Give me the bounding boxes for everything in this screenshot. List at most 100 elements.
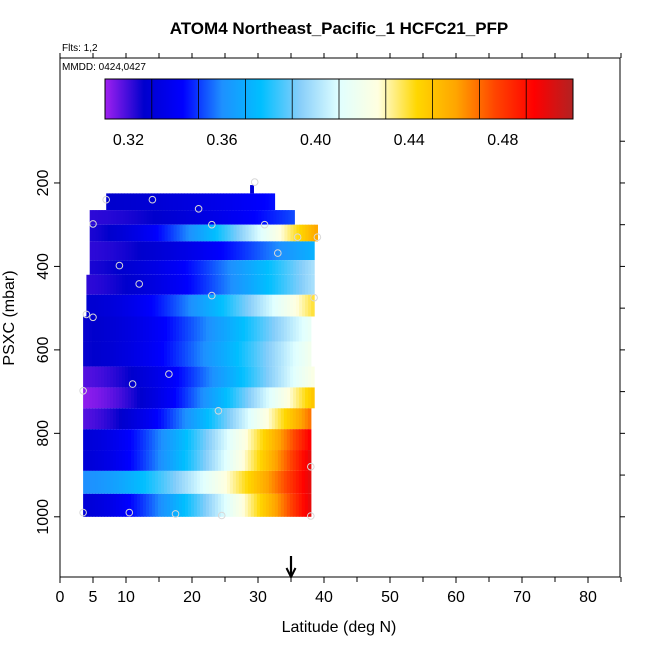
heatmap-cell <box>278 366 282 388</box>
heatmap-cell <box>292 450 297 471</box>
heatmap-cell <box>211 429 216 451</box>
heatmap-cell <box>299 274 303 295</box>
heatmap-cell <box>95 493 99 517</box>
heatmap-cell <box>272 366 276 388</box>
heatmap-cell <box>221 294 225 317</box>
heatmap-cell <box>287 294 291 317</box>
sample-point <box>102 195 110 204</box>
heatmap-cell <box>208 429 213 451</box>
heatmap-cell <box>280 470 285 494</box>
heatmap-cell <box>265 450 270 471</box>
heatmap-cell <box>278 294 282 317</box>
heatmap-cell <box>128 429 132 451</box>
heatmap-cell <box>262 429 267 451</box>
heatmap-cell <box>247 470 252 494</box>
heatmap-cell <box>107 210 112 225</box>
heatmap-cell <box>202 450 207 471</box>
heatmap-cell <box>146 241 151 261</box>
heatmap-cell <box>163 408 168 430</box>
heatmap-cell <box>223 193 228 211</box>
heatmap-cell <box>210 210 214 225</box>
heatmap-cell <box>220 316 225 342</box>
heatmap-cell <box>158 387 162 409</box>
heatmap-cell <box>305 260 309 275</box>
heatmap-cell <box>264 210 268 225</box>
heatmap-cell <box>220 408 225 430</box>
heatmap-cell <box>107 366 111 388</box>
heatmap-cell <box>291 210 295 225</box>
heatmap-cell <box>161 241 166 261</box>
heatmap-cell <box>227 294 231 317</box>
heatmap-cell <box>158 241 163 261</box>
heatmap-cell <box>208 341 213 367</box>
heatmap-cell <box>260 294 264 317</box>
heatmap-cell <box>206 260 210 275</box>
heatmap-cell <box>266 366 270 388</box>
heatmap-cell <box>290 260 294 275</box>
heatmap-cell <box>104 493 108 517</box>
heatmap-cell <box>215 260 219 275</box>
heatmap-band <box>89 260 315 275</box>
heatmap-cell <box>146 387 150 409</box>
heatmap-band <box>83 341 312 367</box>
heatmap-band <box>83 429 312 451</box>
heatmap-cell <box>173 260 178 275</box>
heatmap-cell <box>256 193 261 211</box>
y-axis-label: PSXC (mbar) <box>1 270 18 365</box>
heatmap-cell <box>166 408 171 430</box>
heatmap-cell <box>146 408 150 430</box>
heatmap-cell <box>122 294 126 317</box>
x-tick-label: 70 <box>513 589 531 606</box>
heatmap-cell <box>200 224 205 242</box>
heatmap-cell <box>146 224 151 242</box>
heatmap-cell <box>101 241 106 261</box>
heatmap-cell <box>187 408 192 430</box>
heatmap-cell <box>259 493 264 517</box>
heatmap-cell <box>283 341 288 367</box>
heatmap-cell <box>218 224 223 242</box>
heatmap-cell <box>266 274 270 295</box>
heatmap-cell <box>170 210 175 225</box>
heatmap-cell <box>167 241 172 261</box>
heatmap-cell <box>113 387 117 409</box>
x-axis-label: Latitude (deg N) <box>282 619 397 636</box>
heatmap-cell <box>241 470 246 494</box>
heatmap-cell <box>278 274 282 295</box>
heatmap-cell <box>227 224 232 242</box>
heatmap-cell <box>206 274 210 295</box>
heatmap-cell <box>305 274 309 295</box>
heatmap-cell <box>83 450 87 471</box>
heatmap-cell <box>235 341 240 367</box>
heatmap-cell <box>202 470 207 494</box>
heatmap-cell <box>224 241 228 261</box>
heatmap-cell <box>190 408 195 430</box>
heatmap-cell <box>98 493 102 517</box>
heatmap-cell <box>187 429 192 451</box>
heatmap-cell <box>140 450 144 471</box>
heatmap-cell <box>271 493 276 517</box>
heatmap-cell <box>277 450 282 471</box>
sample-point <box>135 280 143 288</box>
heatmap-cell <box>119 316 123 342</box>
heatmap-cell <box>107 493 111 517</box>
heatmap-cell <box>223 408 228 430</box>
x-tick-label: 50 <box>381 589 399 606</box>
heatmap-cell <box>98 210 103 225</box>
heatmap-cell <box>229 408 234 430</box>
heatmap-cell <box>239 274 243 295</box>
heatmap-cell <box>98 450 102 471</box>
heatmap-cell <box>224 294 228 317</box>
heatmap-cell <box>311 241 315 261</box>
heatmap-cell <box>101 408 105 430</box>
heatmap-cell <box>149 408 153 430</box>
heatmap-cell <box>113 294 117 317</box>
heatmap-cell <box>86 387 90 409</box>
heatmap-cell <box>158 316 162 342</box>
heatmap-cell <box>302 294 306 317</box>
heatmap-cell <box>238 193 243 211</box>
heatmap-cell <box>190 316 195 342</box>
heatmap-cell <box>122 241 127 261</box>
heatmap-cell <box>155 366 159 388</box>
heatmap-cell <box>170 366 174 388</box>
heatmap-cell <box>113 224 118 242</box>
